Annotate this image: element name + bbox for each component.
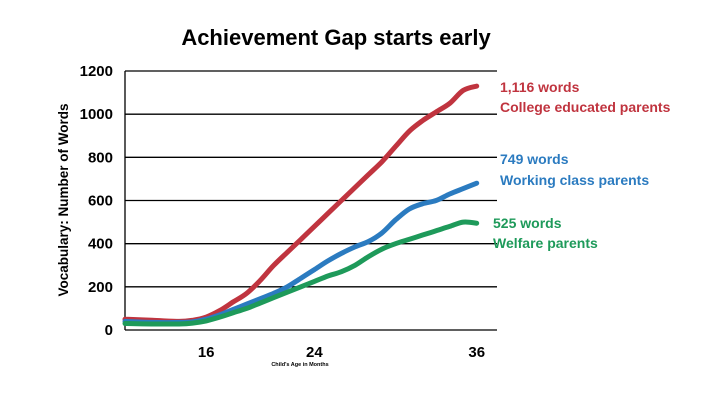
series-line-1 <box>122 180 480 326</box>
y-tick-label: 800 <box>88 149 113 166</box>
x-tick-labels: 16 24 36 <box>198 344 485 361</box>
y-tick-label: 200 <box>88 279 113 296</box>
y-tick-labels: 0 200 400 600 800 1000 1200 <box>80 63 113 339</box>
y-tick-label: 600 <box>88 193 113 210</box>
y-tick-label: 400 <box>88 236 113 253</box>
chart-title: Achievement Gap starts early <box>181 25 491 50</box>
series-line-2 <box>122 219 480 327</box>
y-tick-label: 1000 <box>80 106 113 123</box>
series-value-label: 749 words <box>500 151 569 167</box>
series-lines <box>122 83 480 327</box>
series-annotations: 1,116 words College educated parents 749 w… <box>493 79 671 251</box>
x-tick-label: 24 <box>306 344 323 361</box>
series-name-label: Working class parents <box>500 172 649 188</box>
y-axis-label: Vocabulary: Number of Words <box>56 103 71 296</box>
y-tick-label: 0 <box>105 322 113 339</box>
series-name-label: College educated parents <box>500 99 671 115</box>
series-value-label: 525 words <box>493 215 562 231</box>
series-name-label: Welfare parents <box>493 235 598 251</box>
x-axis-label: Child's Age in Months <box>271 362 328 368</box>
y-tick-label: 1200 <box>80 63 113 80</box>
x-tick-label: 16 <box>198 344 215 361</box>
gridlines <box>124 70 497 331</box>
series-value-label: 1,116 words <box>500 79 580 95</box>
x-tick-label: 36 <box>468 344 485 361</box>
